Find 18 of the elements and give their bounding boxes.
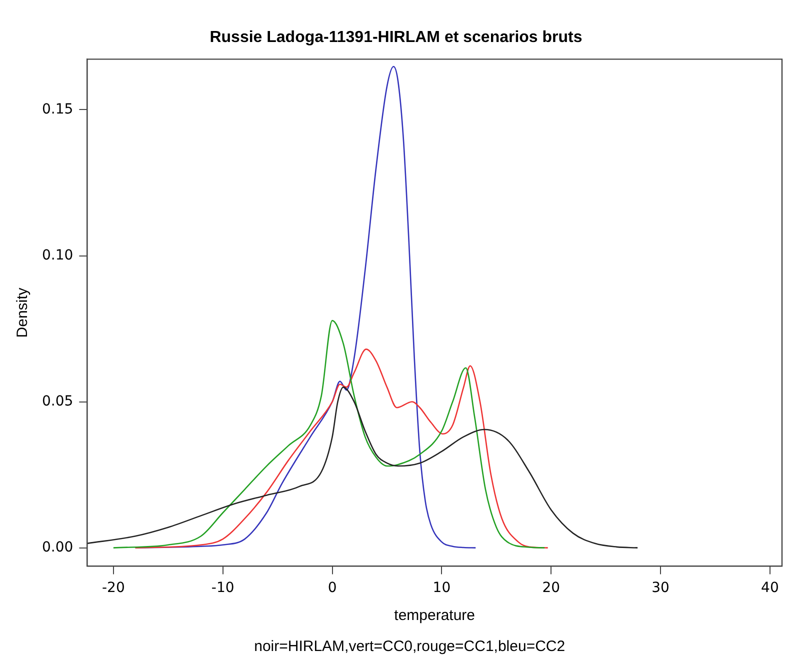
y-tick-label: 0.05: [42, 393, 74, 410]
x-tick-label: 30: [652, 580, 670, 596]
y-tick-label: 0.10: [42, 247, 74, 264]
chart-title: Russie Ladoga-11391-HIRLAM et scenarios bruts: [210, 29, 582, 46]
y-tick-label: 0.00: [42, 539, 74, 556]
x-axis-title: temperature: [394, 607, 476, 624]
x-tick-label: 20: [542, 580, 560, 596]
line-series: [134, 348, 548, 548]
x-tick-label: 10: [432, 580, 451, 596]
text: noir=HIRLAM,vert=CC0,rouge=CC1,bleu=CC2: [254, 638, 566, 655]
x-tick-label: 0: [328, 580, 337, 596]
x-tick-label: 40: [761, 580, 779, 596]
y-axis-title: Density: [14, 287, 32, 338]
y-tick-label: 0.15: [42, 101, 74, 118]
x-tick-label: -20: [102, 580, 125, 596]
line-series: [87, 386, 638, 548]
line-series: [112, 320, 546, 548]
x-tick-label: -10: [211, 580, 234, 596]
